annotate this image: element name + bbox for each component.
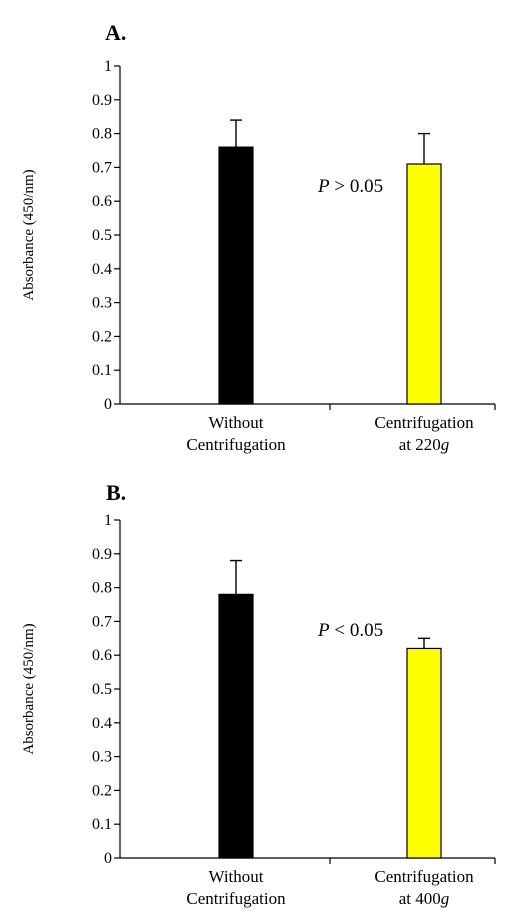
y-tick-label: 0.1 (92, 362, 112, 379)
category-label-line: at 400 (399, 889, 441, 908)
y-axis-label: Absorbance (450/nm) (21, 169, 37, 300)
category-label-line: Centrifugation (374, 413, 474, 432)
p-value-annotation: P > 0.05 (317, 176, 383, 197)
y-tick-label: 0.3 (92, 295, 112, 312)
y-tick-label: 0.1 (92, 816, 112, 833)
p-value-italic: P (317, 176, 330, 197)
y-tick-label: 0.9 (92, 546, 112, 563)
y-tick-label: 0.6 (92, 647, 112, 664)
category-label-line: Centrifugation (186, 435, 286, 454)
y-tick-label: 0.4 (92, 715, 112, 732)
category-label: Centrifugation at 220g (374, 413, 474, 454)
y-tick-label: 1 (104, 512, 112, 529)
chart-panel-a: A. 0 0.1 0.2 0.3 0.4 0.5 0.6 0.7 0.8 0.9 1 Absorbanc… (21, 20, 496, 454)
y-tick-label: 0.7 (92, 159, 112, 176)
y-tick-label: 0.2 (92, 328, 112, 345)
y-tick-label: 0.6 (92, 193, 112, 210)
chart-panel-b: B. 0 0.1 0.2 0.3 0.4 0.5 0.6 0.7 0.8 0.9 1 Absorbanc… (21, 480, 496, 908)
y-tick-label: 0.9 (92, 92, 112, 109)
y-tick-label: 0.5 (92, 227, 112, 244)
category-label-italic: g (441, 435, 450, 454)
category-label-line: Centrifugation (374, 867, 474, 886)
bar (406, 647, 442, 859)
category-label-line: at 220 (399, 435, 441, 454)
y-tick-label: 0.7 (92, 613, 112, 630)
category-label-line: Without (208, 413, 263, 432)
y-axis-label: Absorbance (450/nm) (21, 623, 37, 754)
p-value-italic: P (317, 620, 330, 641)
y-tick-label: 0 (104, 396, 112, 413)
bar (406, 163, 442, 405)
y-tick-label: 0 (104, 850, 112, 867)
p-value-annotation: P < 0.05 (317, 620, 383, 641)
y-tick-label: 0.8 (92, 580, 112, 597)
panel-label: B. (106, 480, 126, 505)
p-value-text: > 0.05 (330, 176, 383, 197)
category-label-line: Centrifugation (186, 889, 286, 908)
y-tick-label: 0.5 (92, 681, 112, 698)
y-tick-label: 0.3 (92, 749, 112, 766)
y-tick-label: 1 (104, 58, 112, 75)
category-label: Centrifugation at 400g (374, 867, 474, 908)
category-label: Without Centrifugation (186, 413, 286, 454)
y-tick-label: 0.4 (92, 261, 112, 278)
category-label: Without Centrifugation (186, 867, 286, 908)
bar (218, 146, 254, 405)
category-label-line: Without (208, 867, 263, 886)
y-tick-label: 0.8 (92, 126, 112, 143)
y-tick-label: 0.2 (92, 782, 112, 799)
p-value-text: < 0.05 (330, 620, 383, 641)
category-label-italic: g (441, 889, 450, 908)
bar (218, 593, 254, 859)
panel-label: A. (105, 20, 126, 45)
